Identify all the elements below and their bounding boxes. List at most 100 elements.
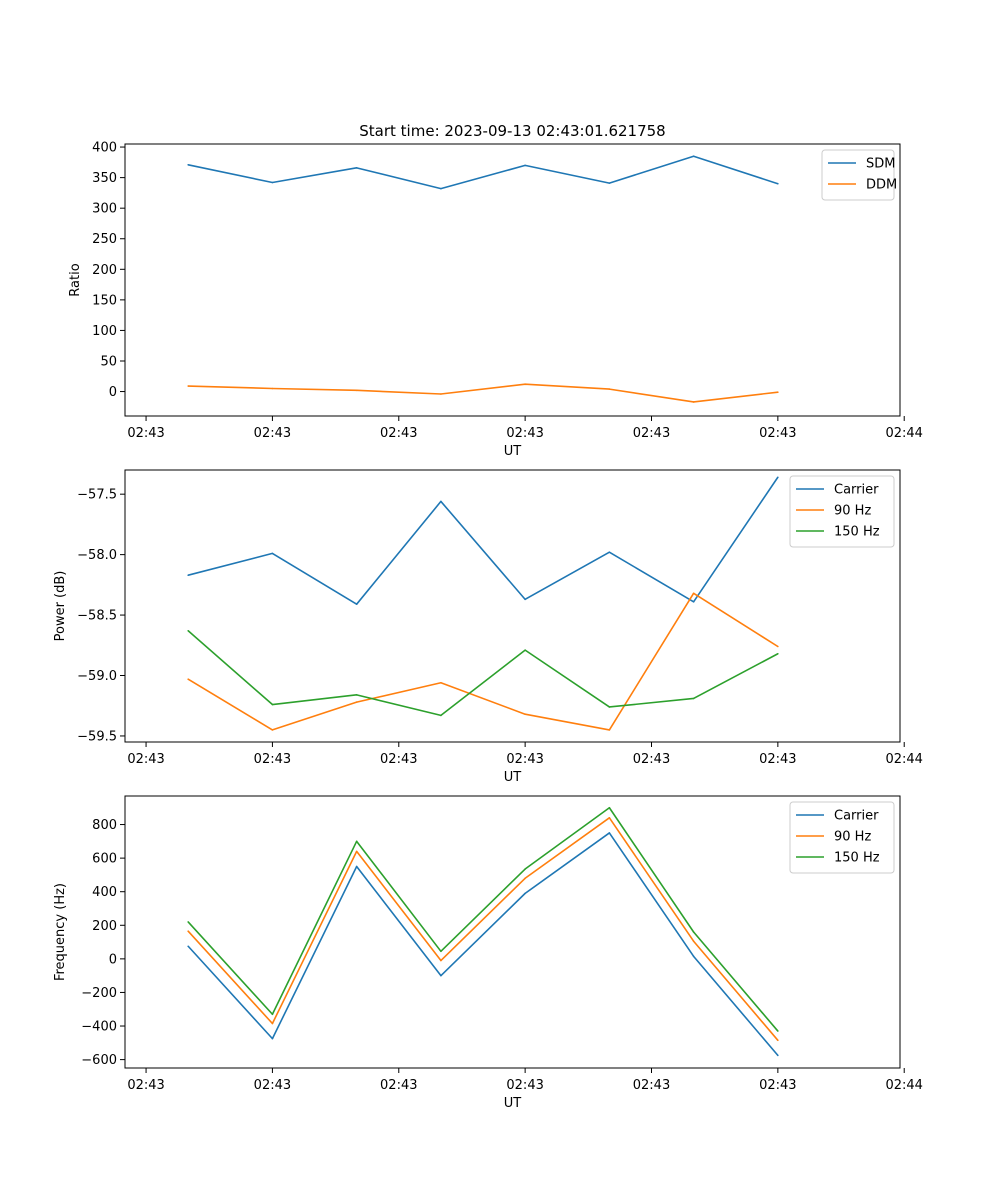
ratio-x-tick-label: 02:43 [254, 426, 291, 441]
frequency-series-90-hz-point [692, 940, 695, 943]
ratio-series-sdm-point [692, 155, 695, 158]
frequency-series-90-hz-point [187, 930, 189, 932]
frequency-y-tick-label: 200 [92, 919, 117, 934]
frequency-series-carrier-point [271, 1037, 274, 1040]
frequency-legend-label: 90 Hz [834, 830, 871, 845]
power-series-150-hz-point [440, 714, 442, 717]
power-series-150-hz-point [608, 706, 611, 708]
power-series-90-hz-point [777, 645, 779, 648]
ratio-legend: SDM DDM [821, 149, 897, 201]
power-series-150-hz-point [692, 697, 695, 700]
ratio-y-tick-label: 0 [109, 385, 117, 400]
ratio-series-sdm-point [440, 187, 442, 190]
ratio-y-tick-label: 400 [92, 141, 117, 156]
frequency-series-90-hz-point [608, 817, 611, 819]
frequency-series-150-hz-point [692, 931, 695, 933]
power-series-carrier-point [440, 500, 442, 503]
power-series-90-hz-point [608, 729, 611, 731]
power-series-carrier-point [692, 600, 695, 603]
ratio-series-ddm-point [524, 383, 526, 386]
ratio-x-axis-label: UT [504, 444, 522, 459]
power-x-tick-label: 02:43 [380, 752, 417, 767]
frequency-series-carrier-point [440, 974, 442, 977]
ratio-series-sdm-point [608, 182, 611, 184]
power-series-carrier-line [187, 476, 779, 605]
frequency-series-150-hz-point [777, 1030, 779, 1032]
power-x-tick-label: 02:43 [127, 752, 164, 767]
power-legend: Carrier 90 Hz 150 Hz [789, 475, 895, 548]
ratio-series-ddm-point [271, 387, 274, 390]
power-legend-label: Carrier [834, 483, 879, 498]
power-legend-box [789, 475, 895, 548]
power-x-tick-label: 02:43 [759, 752, 796, 767]
power-series-carrier-point [524, 598, 526, 601]
ratio-series-sdm-point [355, 167, 358, 169]
frequency-x-tick-label: 02:43 [633, 1078, 670, 1093]
figure-title: Start time: 2023-09-13 02:43:01.621758 [359, 122, 665, 140]
frequency-y-tick-label: 600 [92, 852, 117, 867]
frequency-series-90-hz-point [355, 850, 358, 853]
power-y-tick-label: −58.5 [77, 609, 117, 624]
power-series-150-hz-point [524, 649, 526, 651]
power-series-carrier-point [187, 574, 189, 576]
power-x-tick-label: 02:43 [506, 752, 543, 767]
frequency-series-90-hz-point [440, 959, 442, 962]
power-series-90-hz-point [355, 701, 358, 703]
frequency-series-150-hz-point [440, 950, 442, 953]
power-series-90-hz-point [524, 713, 526, 715]
power-series-carrier-point [777, 476, 779, 479]
frequency-axes-frame [124, 795, 901, 1069]
frequency-x-tick-label: 02:43 [506, 1078, 543, 1093]
ratio-series-ddm-point [692, 401, 695, 403]
frequency-series-150-hz-point [608, 806, 611, 809]
ratio-x-tick-label: 02:43 [380, 426, 417, 441]
power-y-axis-label: Power (dB) [53, 571, 68, 642]
frequency-series-150-hz-line [187, 806, 779, 1032]
frequency-series-carrier-point [608, 832, 611, 834]
power-series-90-hz-line [187, 592, 779, 731]
ratio-x-tick-label: 02:43 [633, 426, 670, 441]
frequency-series-150-hz-point [355, 840, 358, 843]
frequency-series-90-hz-line [187, 817, 779, 1041]
ratio-y-tick-label: 250 [92, 232, 117, 247]
power-y-tick-label: −57.5 [77, 488, 117, 503]
frequency-legend-label: 150 Hz [834, 851, 880, 866]
power-series-150-hz-line [187, 630, 779, 717]
frequency-x-tick-label: 02:43 [380, 1078, 417, 1093]
ratio-y-tick-label: 100 [92, 324, 117, 339]
ratio-y-tick-label: 150 [92, 293, 117, 308]
ratio-legend-label: DDM [866, 178, 897, 193]
ratio-series-ddm-point [608, 388, 611, 390]
power-series-carrier-point [608, 551, 611, 554]
frequency-series-150-hz-point [524, 868, 526, 870]
frequency-legend: Carrier 90 Hz 150 Hz [789, 801, 895, 874]
frequency-x-tick-label: 02:43 [254, 1078, 291, 1093]
frequency-x-tick-label: 02:43 [127, 1078, 164, 1093]
ratio-y-tick-label: 50 [100, 354, 117, 369]
power-series-90-hz-point [440, 681, 442, 684]
frequency-x-axis-label: UT [504, 1096, 522, 1111]
ratio-x-tick-label: 02:43 [127, 426, 164, 441]
frequency-panel: 02:43 02:43 02:43 02:43 02:43 02:43 02:44 800 60… [53, 795, 923, 1111]
power-series-150-hz-point [271, 703, 274, 706]
power-panel: 02:43 02:43 02:43 02:43 02:43 02:43 02:44 −57.5… [53, 469, 923, 785]
power-y-tick-label: −59.0 [77, 669, 117, 684]
ratio-series-sdm-point [187, 163, 189, 166]
frequency-legend-box [789, 801, 895, 874]
frequency-series-150-hz-point [271, 1013, 274, 1016]
ratio-x-tick-label: 02:44 [885, 426, 922, 441]
ratio-panel: 02:43 02:43 02:43 02:43 02:43 02:43 02:44 0 50 10… [68, 141, 923, 459]
ratio-series-sdm-point [777, 182, 779, 185]
frequency-series-150-hz-point [187, 921, 189, 923]
power-series-90-hz-point [271, 729, 274, 731]
power-series-150-hz-point [777, 652, 779, 655]
ratio-y-tick-label: 350 [92, 171, 117, 186]
power-x-tick-label: 02:44 [885, 752, 922, 767]
frequency-y-tick-label: 800 [92, 818, 117, 833]
frequency-series-carrier-point [777, 1054, 779, 1057]
power-y-tick-label: −59.5 [77, 729, 117, 744]
power-legend-label: 150 Hz [834, 525, 880, 540]
frequency-legend-label: Carrier [834, 809, 879, 824]
power-series-carrier-point [271, 552, 274, 555]
